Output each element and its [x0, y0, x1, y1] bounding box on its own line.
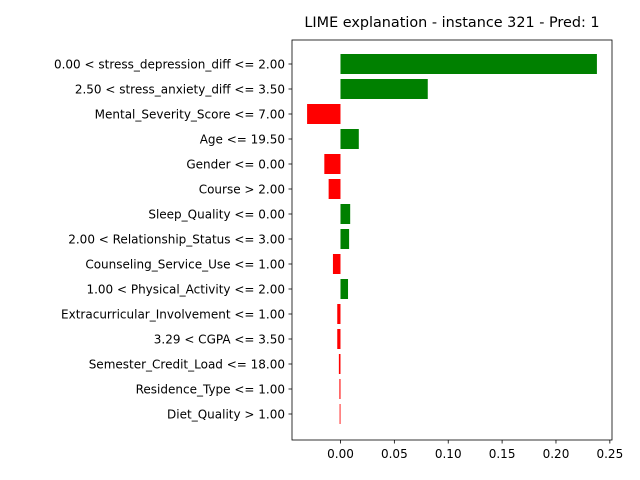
plot-frame — [291, 39, 613, 441]
bar-13 — [339, 379, 341, 399]
bar-6 — [340, 204, 351, 224]
y-tick-label: Extracurricular_Involvement <= 1.00 — [61, 308, 285, 322]
bar-1 — [340, 79, 428, 99]
y-tick-label: Counseling_Service_Use <= 1.00 — [85, 258, 285, 272]
bar-9 — [340, 279, 349, 299]
y-tick-label: Residence_Type <= 1.00 — [136, 383, 285, 397]
y-tick-label: Semester_Credit_Load <= 18.00 — [89, 358, 285, 372]
x-axis-ticks: 0.00 0.05 0.10 0.15 0.20 0.25 — [327, 440, 623, 461]
bar-14 — [339, 404, 341, 424]
bars-group — [307, 54, 597, 424]
bar-3 — [340, 129, 359, 149]
x-tick-label: 0.15 — [489, 447, 516, 461]
y-tick-label: 2.50 < stress_anxiety_diff <= 3.50 — [75, 83, 285, 97]
y-tick-label: Mental_Severity_Score <= 7.00 — [95, 108, 285, 122]
y-tick-label: 0.00 < stress_depression_diff <= 2.00 — [54, 58, 285, 72]
y-tick-label: Gender <= 0.00 — [186, 158, 285, 172]
bar-11 — [337, 329, 341, 349]
x-tick-label: 0.20 — [543, 447, 570, 461]
y-tick-label: Age <= 19.50 — [200, 133, 285, 147]
bar-10 — [337, 304, 341, 324]
x-tick-label: 0.00 — [327, 447, 354, 461]
bar-4 — [324, 154, 341, 174]
y-axis-ticks: 0.00 < stress_depression_diff <= 2.00 2.5… — [54, 58, 292, 422]
y-tick-label: Course > 2.00 — [199, 183, 285, 197]
bar-5 — [328, 179, 341, 199]
y-tick-label: 3.29 < CGPA <= 3.50 — [154, 333, 285, 347]
x-tick-label: 0.10 — [435, 447, 462, 461]
chart-title: LIME explanation - instance 321 - Pred: … — [304, 15, 599, 31]
y-tick-label: Diet_Quality > 1.00 — [167, 408, 285, 422]
bar-2 — [307, 104, 341, 124]
bar-0 — [340, 54, 597, 74]
bar-8 — [332, 254, 341, 274]
bar-12 — [338, 354, 341, 374]
y-tick-label: 2.00 < Relationship_Status <= 3.00 — [68, 233, 285, 247]
y-tick-label: Sleep_Quality <= 0.00 — [148, 208, 285, 222]
x-tick-label: 0.05 — [381, 447, 408, 461]
bar-7 — [340, 229, 350, 249]
x-tick-label: 0.25 — [596, 447, 623, 461]
y-tick-label: 1.00 < Physical_Activity <= 2.00 — [86, 283, 285, 297]
